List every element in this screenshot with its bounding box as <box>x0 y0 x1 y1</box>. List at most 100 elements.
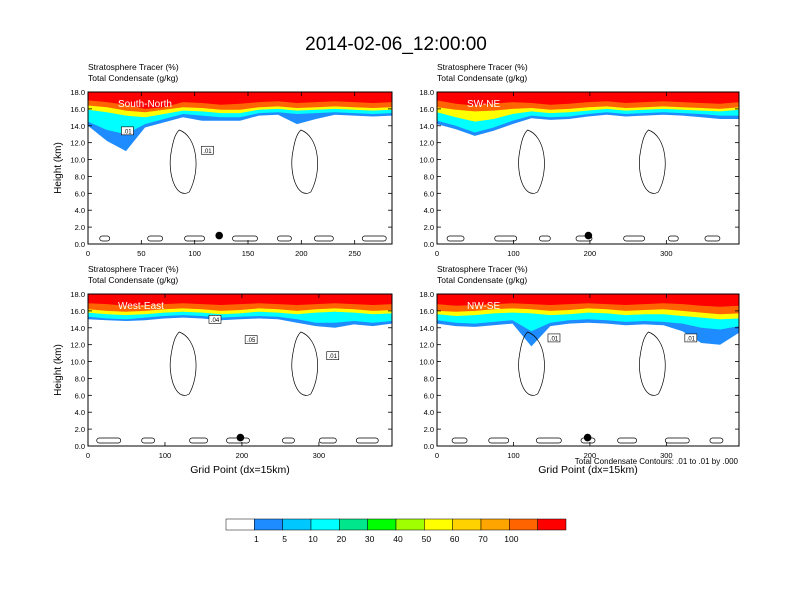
tracer-fill <box>88 294 392 328</box>
x-tick-label: 0 <box>86 451 90 460</box>
plot-frame <box>436 293 740 447</box>
y-tick-label: 2.0 <box>424 425 434 434</box>
panel-subtitle-condensate: Total Condensate (g/kg) <box>88 73 178 83</box>
y-tick-label: 12.0 <box>419 341 434 350</box>
location-marker <box>215 231 223 240</box>
contour-label: .05 <box>247 338 256 344</box>
condensate-contours <box>446 129 721 242</box>
x-tick-label: 200 <box>584 451 597 460</box>
contour-label-box <box>244 335 258 344</box>
y-tick-label: 10.0 <box>70 156 85 165</box>
colorbar-segment <box>282 518 312 531</box>
y-tick-label: 14.0 <box>419 324 434 333</box>
tracer-layer <box>88 92 392 109</box>
contour-line <box>575 235 593 242</box>
y-tick-label: 18.0 <box>70 290 85 299</box>
contour-line <box>539 235 551 242</box>
colorbar-segment <box>424 518 453 531</box>
panel-subtitle-tracer: Stratosphere Tracer (%) <box>88 62 179 72</box>
contour-label-box <box>208 315 222 324</box>
colorbar-label: 60 <box>450 534 460 544</box>
y-tick-label: 4.0 <box>75 408 85 417</box>
y-tick-label: 10.0 <box>419 358 434 367</box>
colorbar-label: 100 <box>504 534 518 544</box>
panel-label: NW-SE <box>467 301 500 312</box>
x-tick-label: 300 <box>660 249 673 258</box>
y-tick-label: 12.0 <box>70 139 85 148</box>
y-tick-label: 0.0 <box>424 240 434 249</box>
contour-label: .01 <box>123 129 132 135</box>
tracer-layer <box>437 294 739 307</box>
x-tick-label: 100 <box>507 451 520 460</box>
contour-line <box>314 235 334 242</box>
location-marker <box>236 433 245 442</box>
plot-frame <box>436 91 740 245</box>
contour-label-box <box>121 126 134 136</box>
colorbar-segment <box>339 518 368 531</box>
colorbar-segment <box>537 518 567 531</box>
contour-label-box <box>547 333 561 343</box>
colorbar-label: 20 <box>337 534 347 544</box>
contour-line <box>704 235 721 242</box>
y-tick-label: 6.0 <box>75 189 85 198</box>
contour-line <box>355 437 379 444</box>
y-axis-label: Height (km) <box>53 142 64 194</box>
y-tick-label: 0.0 <box>424 442 434 451</box>
panel-label: SW-NE <box>467 99 500 110</box>
x-tick-label: 150 <box>242 249 255 258</box>
y-tick-label: 10.0 <box>419 156 434 165</box>
x-tick-label: 0 <box>86 249 90 258</box>
y-tick-label: 18.0 <box>419 290 434 299</box>
contour-line <box>96 437 122 444</box>
contour-line <box>623 235 645 242</box>
contour-line <box>141 437 155 444</box>
x-tick-label: 200 <box>584 249 597 258</box>
y-tick-label: 14.0 <box>70 122 85 131</box>
x-tick-label: 0 <box>435 451 439 460</box>
y-tick-label: 8.0 <box>424 172 434 181</box>
colorbar-label: 1 <box>254 534 259 544</box>
contour-line <box>518 129 545 194</box>
panel-subtitle-tracer: Stratosphere Tracer (%) <box>437 62 528 72</box>
colorbar: 1 5 10 20 30 40 50 60 70 100 <box>225 518 567 544</box>
contour-line <box>667 235 679 242</box>
contour-label: .01 <box>687 336 696 342</box>
contour-line <box>488 437 510 444</box>
colorbar-label: 5 <box>282 534 287 544</box>
y-tick-label: 0.0 <box>75 442 85 451</box>
contour-line <box>319 437 337 444</box>
contour-label-box <box>326 351 340 360</box>
colorbar-segment <box>395 518 425 531</box>
contour-label-box <box>684 333 698 343</box>
contour-label: .04 <box>211 318 220 324</box>
panel-subtitle-tracer: Stratosphere Tracer (%) <box>437 264 528 274</box>
panel-nw-se: Stratosphere Tracer (%)Total Condensate … <box>419 264 740 476</box>
x-tick-label: 200 <box>236 451 249 460</box>
contour-line <box>147 235 163 242</box>
colorbar-label: 50 <box>422 534 432 544</box>
location-marker <box>583 433 592 442</box>
panel-sw-ne: Stratosphere Tracer (%)Total Condensate … <box>419 62 740 258</box>
contour-line <box>494 235 518 242</box>
tracer-fill <box>437 92 739 136</box>
y-tick-label: 6.0 <box>424 189 434 198</box>
colorbar-segment <box>254 518 283 531</box>
y-tick-label: 4.0 <box>424 206 434 215</box>
x-tick-label: 100 <box>159 451 172 460</box>
contour-line <box>518 331 545 396</box>
x-tick-label: 300 <box>313 451 326 460</box>
x-tick-label: 200 <box>295 249 308 258</box>
contour-line <box>709 437 724 444</box>
y-tick-label: 14.0 <box>419 122 434 131</box>
contour-label-box <box>201 145 214 155</box>
y-tick-label: 16.0 <box>70 307 85 316</box>
contour-label: .01 <box>550 336 559 342</box>
colorbar-segment <box>225 518 255 531</box>
condensate-contours <box>96 331 379 444</box>
y-tick-label: 8.0 <box>75 374 85 383</box>
x-tick-label: 250 <box>348 249 361 258</box>
contour-line <box>664 437 690 444</box>
panel-subtitle-condensate: Total Condensate (g/kg) <box>88 275 178 285</box>
panel-subtitle-condensate: Total Condensate (g/kg) <box>437 73 527 83</box>
